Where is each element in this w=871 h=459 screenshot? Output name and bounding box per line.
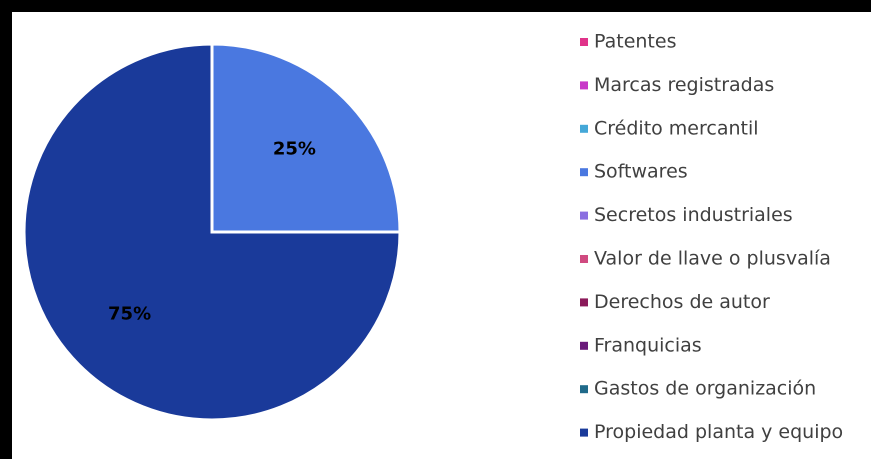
legend-swatch [580,255,588,263]
legend-label: Propiedad planta y equipo [594,421,843,443]
legend-label: Derechos de autor [594,291,770,313]
legend-label: Franquicias [594,334,702,356]
pie-slice [210,42,402,234]
legend-swatch [580,341,588,350]
legend-label: Softwares [594,161,688,183]
legend-swatch [580,298,588,307]
legend-label: Secretos industriales [594,204,793,226]
legend-swatch [580,211,588,220]
legend-label: Crédito mercantil [594,117,759,139]
legend-label: Gastos de organización [594,378,816,400]
legend-swatch [580,124,588,133]
legend-label: Valor de llave o plusvalía [594,248,831,270]
data-label: 75% [108,303,151,324]
data-label: 25% [273,139,316,160]
legend-label: Patentes [594,31,676,53]
legend-swatch [580,428,588,437]
pie-slice [22,42,402,422]
legend-label: Marcas registradas [594,74,774,96]
legend-swatch [580,81,588,90]
legend-swatch [580,385,588,394]
legend-swatch [580,38,588,46]
legend-swatch [580,168,588,177]
